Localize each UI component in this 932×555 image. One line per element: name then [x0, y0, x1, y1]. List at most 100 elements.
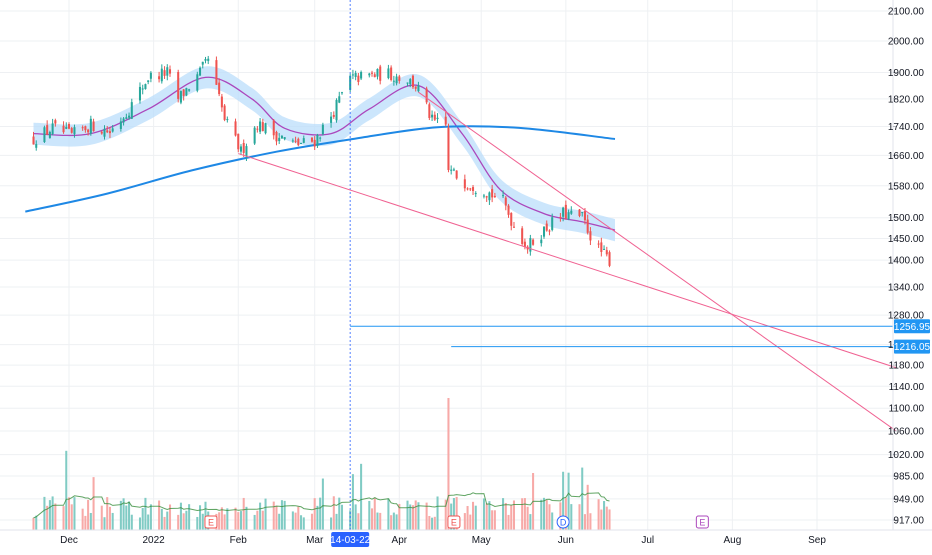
candle-body[interactable] — [294, 140, 297, 142]
candle-body[interactable] — [106, 130, 109, 133]
candle-body[interactable] — [108, 131, 111, 134]
candle-body[interactable] — [103, 128, 106, 137]
candle-body[interactable] — [428, 104, 431, 118]
candle-body[interactable] — [398, 76, 401, 81]
candle-body[interactable] — [70, 128, 73, 133]
candle-body[interactable] — [199, 67, 202, 76]
candle-body[interactable] — [392, 80, 395, 82]
candle-body[interactable] — [147, 80, 150, 82]
candle-body[interactable] — [551, 217, 554, 230]
candle-body[interactable] — [319, 137, 322, 139]
earnings-marker-icon[interactable] — [695, 515, 709, 529]
candle-body[interactable] — [149, 72, 152, 79]
candle-body[interactable] — [351, 74, 354, 76]
candle-body[interactable] — [463, 179, 466, 189]
candle-body[interactable] — [128, 115, 131, 118]
candle-body[interactable] — [491, 189, 494, 198]
candle-body[interactable] — [272, 120, 275, 136]
candle-body[interactable] — [376, 68, 379, 77]
candle-body[interactable] — [43, 127, 46, 143]
candle-body[interactable] — [141, 88, 144, 90]
candle-body[interactable] — [81, 127, 84, 129]
candle-body[interactable] — [35, 144, 38, 148]
candle-body[interactable] — [51, 123, 54, 135]
candle-body[interactable] — [542, 226, 546, 237]
candle-body[interactable] — [259, 121, 262, 132]
candle-body[interactable] — [297, 138, 300, 146]
candle-body[interactable] — [600, 242, 603, 252]
candle-body[interactable] — [452, 169, 455, 171]
candle-body[interactable] — [444, 116, 447, 125]
candle-body[interactable] — [275, 131, 278, 142]
candle-body[interactable] — [87, 129, 90, 133]
candle-body[interactable] — [239, 146, 243, 152]
candle-body[interactable] — [196, 74, 199, 91]
candle-body[interactable] — [504, 197, 507, 206]
candle-body[interactable] — [472, 187, 475, 191]
candle-body[interactable] — [84, 126, 87, 131]
candle-body[interactable] — [130, 102, 133, 119]
candle-body[interactable] — [529, 238, 532, 252]
candle-body[interactable] — [125, 117, 128, 119]
candle-body[interactable] — [370, 72, 374, 74]
candle-body[interactable] — [360, 72, 363, 79]
candle-body[interactable] — [411, 75, 414, 88]
candle-body[interactable] — [242, 143, 245, 153]
candle-body[interactable] — [160, 68, 163, 82]
candle-body[interactable] — [338, 96, 341, 103]
candle-body[interactable] — [357, 75, 360, 82]
candle-body[interactable] — [406, 82, 409, 84]
candles[interactable] — [32, 55, 611, 268]
candle-body[interactable] — [261, 122, 264, 132]
candle-body[interactable] — [608, 252, 611, 266]
dividend-marker-icon[interactable] — [556, 515, 570, 529]
candle-body[interactable] — [48, 131, 51, 138]
candle-body[interactable] — [589, 231, 592, 241]
candle-body[interactable] — [280, 135, 283, 139]
candle-body[interactable] — [283, 137, 286, 140]
candle-body[interactable] — [264, 123, 267, 134]
candle-body[interactable] — [223, 105, 226, 120]
candle-body[interactable] — [144, 84, 147, 90]
candle-body[interactable] — [387, 68, 390, 79]
candle-body[interactable] — [310, 137, 313, 142]
candle-body[interactable] — [597, 243, 600, 245]
candle-body[interactable] — [488, 192, 491, 201]
candle-body[interactable] — [138, 86, 142, 101]
candle-body[interactable] — [54, 120, 57, 124]
earnings-marker-icon[interactable] — [447, 515, 461, 529]
candle-body[interactable] — [379, 66, 382, 81]
candle-body[interactable] — [234, 121, 237, 136]
candle-body[interactable] — [218, 82, 221, 95]
candle-body[interactable] — [291, 140, 294, 142]
candle-body[interactable] — [340, 92, 344, 94]
candle-body[interactable] — [510, 213, 513, 226]
candle-body[interactable] — [523, 241, 526, 247]
drawings[interactable] — [238, 0, 897, 530]
candle-body[interactable] — [62, 125, 65, 133]
price-axis[interactable]: 2100.00 2000.00 1900.00 1820.00 1740.00 1660.… — [888, 0, 931, 530]
candle-body[interactable] — [168, 69, 172, 74]
candle-body[interactable] — [89, 118, 92, 134]
candle-body[interactable] — [502, 195, 505, 197]
candle-body[interactable] — [390, 67, 393, 81]
candle-body[interactable] — [548, 230, 551, 232]
candle-body[interactable] — [32, 136, 35, 145]
candle-body[interactable] — [163, 70, 166, 76]
candle-body[interactable] — [425, 88, 428, 103]
candle-body[interactable] — [570, 210, 573, 214]
earnings-marker-icon[interactable] — [204, 515, 218, 529]
candle-body[interactable] — [521, 228, 524, 244]
candle-body[interactable] — [300, 143, 303, 145]
candle-body[interactable] — [237, 133, 240, 150]
candle-body[interactable] — [540, 239, 543, 244]
candle-body[interactable] — [450, 169, 453, 171]
candle-body[interactable] — [245, 146, 248, 157]
candle-body[interactable] — [158, 76, 161, 80]
candle-body[interactable] — [507, 205, 510, 215]
candle-body[interactable] — [493, 195, 496, 198]
candle-body[interactable] — [278, 137, 281, 142]
candle-body[interactable] — [204, 58, 207, 61]
time-axis[interactable]: Dec 2022 Feb Mar Apr May Jun Jul Aug Sep 14-03-22 — [0, 529, 932, 547]
